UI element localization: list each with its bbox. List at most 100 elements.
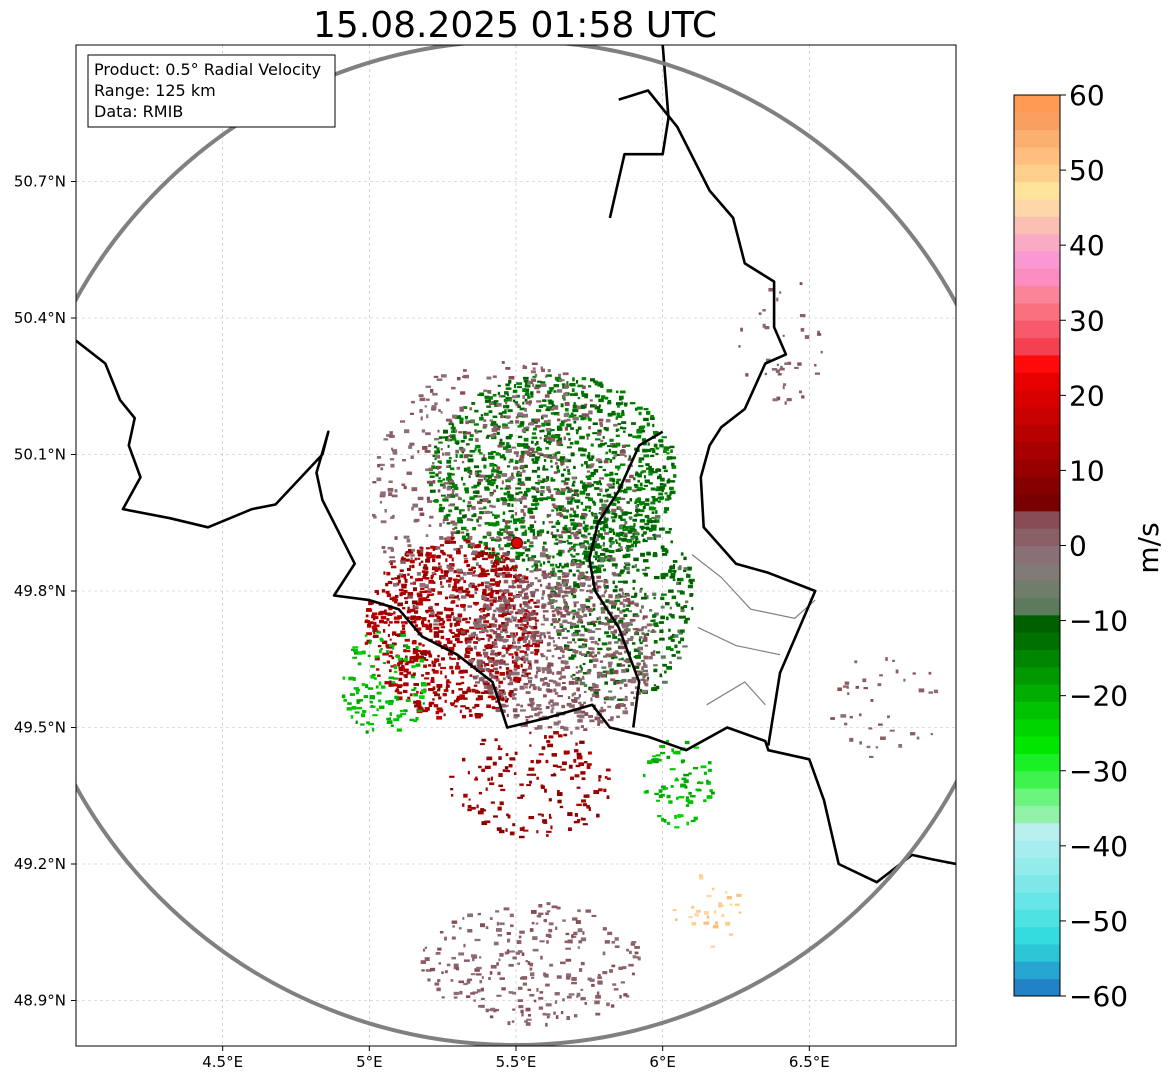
velocity-bin	[534, 652, 539, 656]
velocity-bin	[495, 473, 499, 477]
velocity-bin	[533, 649, 537, 652]
velocity-bin	[460, 603, 466, 608]
velocity-bin	[586, 794, 590, 797]
velocity-bin	[602, 468, 607, 472]
velocity-bin	[606, 795, 610, 800]
velocity-bin	[582, 662, 586, 666]
velocity-bin	[555, 581, 559, 586]
velocity-bin	[916, 736, 920, 740]
velocity-bin	[428, 623, 433, 627]
velocity-bin	[517, 986, 523, 990]
velocity-bin	[623, 703, 626, 707]
velocity-bin	[541, 670, 545, 674]
velocity-bin	[436, 987, 441, 992]
velocity-bin	[646, 623, 653, 627]
velocity-bin	[460, 531, 465, 534]
velocity-bin	[586, 607, 590, 611]
velocity-bin	[522, 826, 525, 829]
velocity-bin	[521, 674, 525, 677]
velocity-bin	[533, 560, 539, 564]
velocity-bin	[579, 710, 586, 714]
velocity-bin	[588, 425, 591, 430]
velocity-bin	[638, 411, 642, 416]
velocity-bin	[512, 637, 515, 642]
velocity-bin	[584, 513, 588, 517]
velocity-bin	[386, 720, 393, 724]
velocity-bin	[450, 631, 455, 634]
velocity-bin	[527, 677, 533, 680]
velocity-bin	[676, 796, 679, 800]
velocity-bin	[481, 628, 487, 632]
velocity-bin	[669, 486, 674, 491]
velocity-bin	[589, 621, 595, 626]
velocity-bin	[459, 409, 464, 412]
velocity-bin	[422, 566, 429, 570]
velocity-bin	[588, 410, 593, 415]
velocity-bin	[658, 439, 664, 443]
velocity-bin	[442, 620, 446, 624]
velocity-bin	[453, 583, 457, 587]
velocity-bin	[597, 720, 604, 724]
velocity-bin	[539, 563, 543, 567]
velocity-bin	[671, 462, 675, 467]
velocity-bin	[830, 717, 835, 720]
velocity-bin	[452, 616, 455, 619]
velocity-bin	[480, 570, 487, 573]
velocity-bin	[544, 973, 549, 978]
velocity-bin	[384, 508, 387, 513]
velocity-bin	[508, 379, 512, 384]
velocity-bin	[495, 591, 500, 595]
velocity-bin	[531, 486, 536, 490]
velocity-bin	[541, 593, 545, 596]
velocity-bin	[463, 608, 466, 612]
velocity-bin	[485, 480, 492, 483]
velocity-bin	[439, 544, 444, 547]
velocity-bin	[643, 655, 647, 659]
velocity-bin	[466, 529, 469, 532]
velocity-bin	[525, 686, 528, 689]
velocity-bin	[541, 548, 548, 552]
velocity-bin	[551, 610, 555, 613]
velocity-bin	[462, 669, 468, 674]
velocity-bin	[494, 617, 497, 621]
velocity-bin	[394, 689, 400, 693]
velocity-bin	[478, 564, 482, 569]
velocity-bin	[509, 567, 513, 571]
velocity-bin	[517, 609, 521, 613]
velocity-bin	[537, 686, 540, 690]
velocity-bin	[665, 530, 671, 534]
velocity-bin	[644, 572, 648, 577]
velocity-bin	[576, 786, 581, 789]
velocity-bin	[506, 572, 511, 575]
velocity-bin	[550, 704, 554, 707]
velocity-bin	[536, 466, 540, 471]
velocity-bin	[583, 557, 588, 560]
velocity-bin	[465, 593, 470, 597]
velocity-bin	[666, 821, 671, 825]
x-tick-label: 6°E	[649, 1053, 676, 1071]
velocity-bin	[552, 671, 555, 675]
velocity-bin	[376, 477, 382, 482]
velocity-bin	[453, 991, 460, 996]
velocity-bin	[557, 551, 563, 555]
velocity-bin	[634, 946, 640, 949]
velocity-bin	[432, 686, 436, 690]
velocity-bin	[513, 676, 519, 681]
velocity-bin	[386, 717, 390, 721]
velocity-bin	[542, 478, 548, 483]
velocity-bin	[592, 684, 598, 689]
velocity-bin	[661, 489, 664, 492]
velocity-bin	[449, 625, 452, 628]
velocity-bin	[536, 776, 539, 780]
velocity-bin	[465, 650, 471, 655]
velocity-bin	[601, 395, 606, 400]
velocity-bin	[359, 698, 363, 702]
velocity-bin	[450, 426, 456, 430]
velocity-bin	[540, 404, 547, 407]
velocity-bin	[618, 619, 624, 624]
velocity-bin	[540, 784, 544, 788]
velocity-bin	[439, 503, 443, 507]
velocity-bin	[528, 403, 531, 406]
velocity-bin	[603, 517, 609, 521]
velocity-bin	[432, 670, 439, 674]
